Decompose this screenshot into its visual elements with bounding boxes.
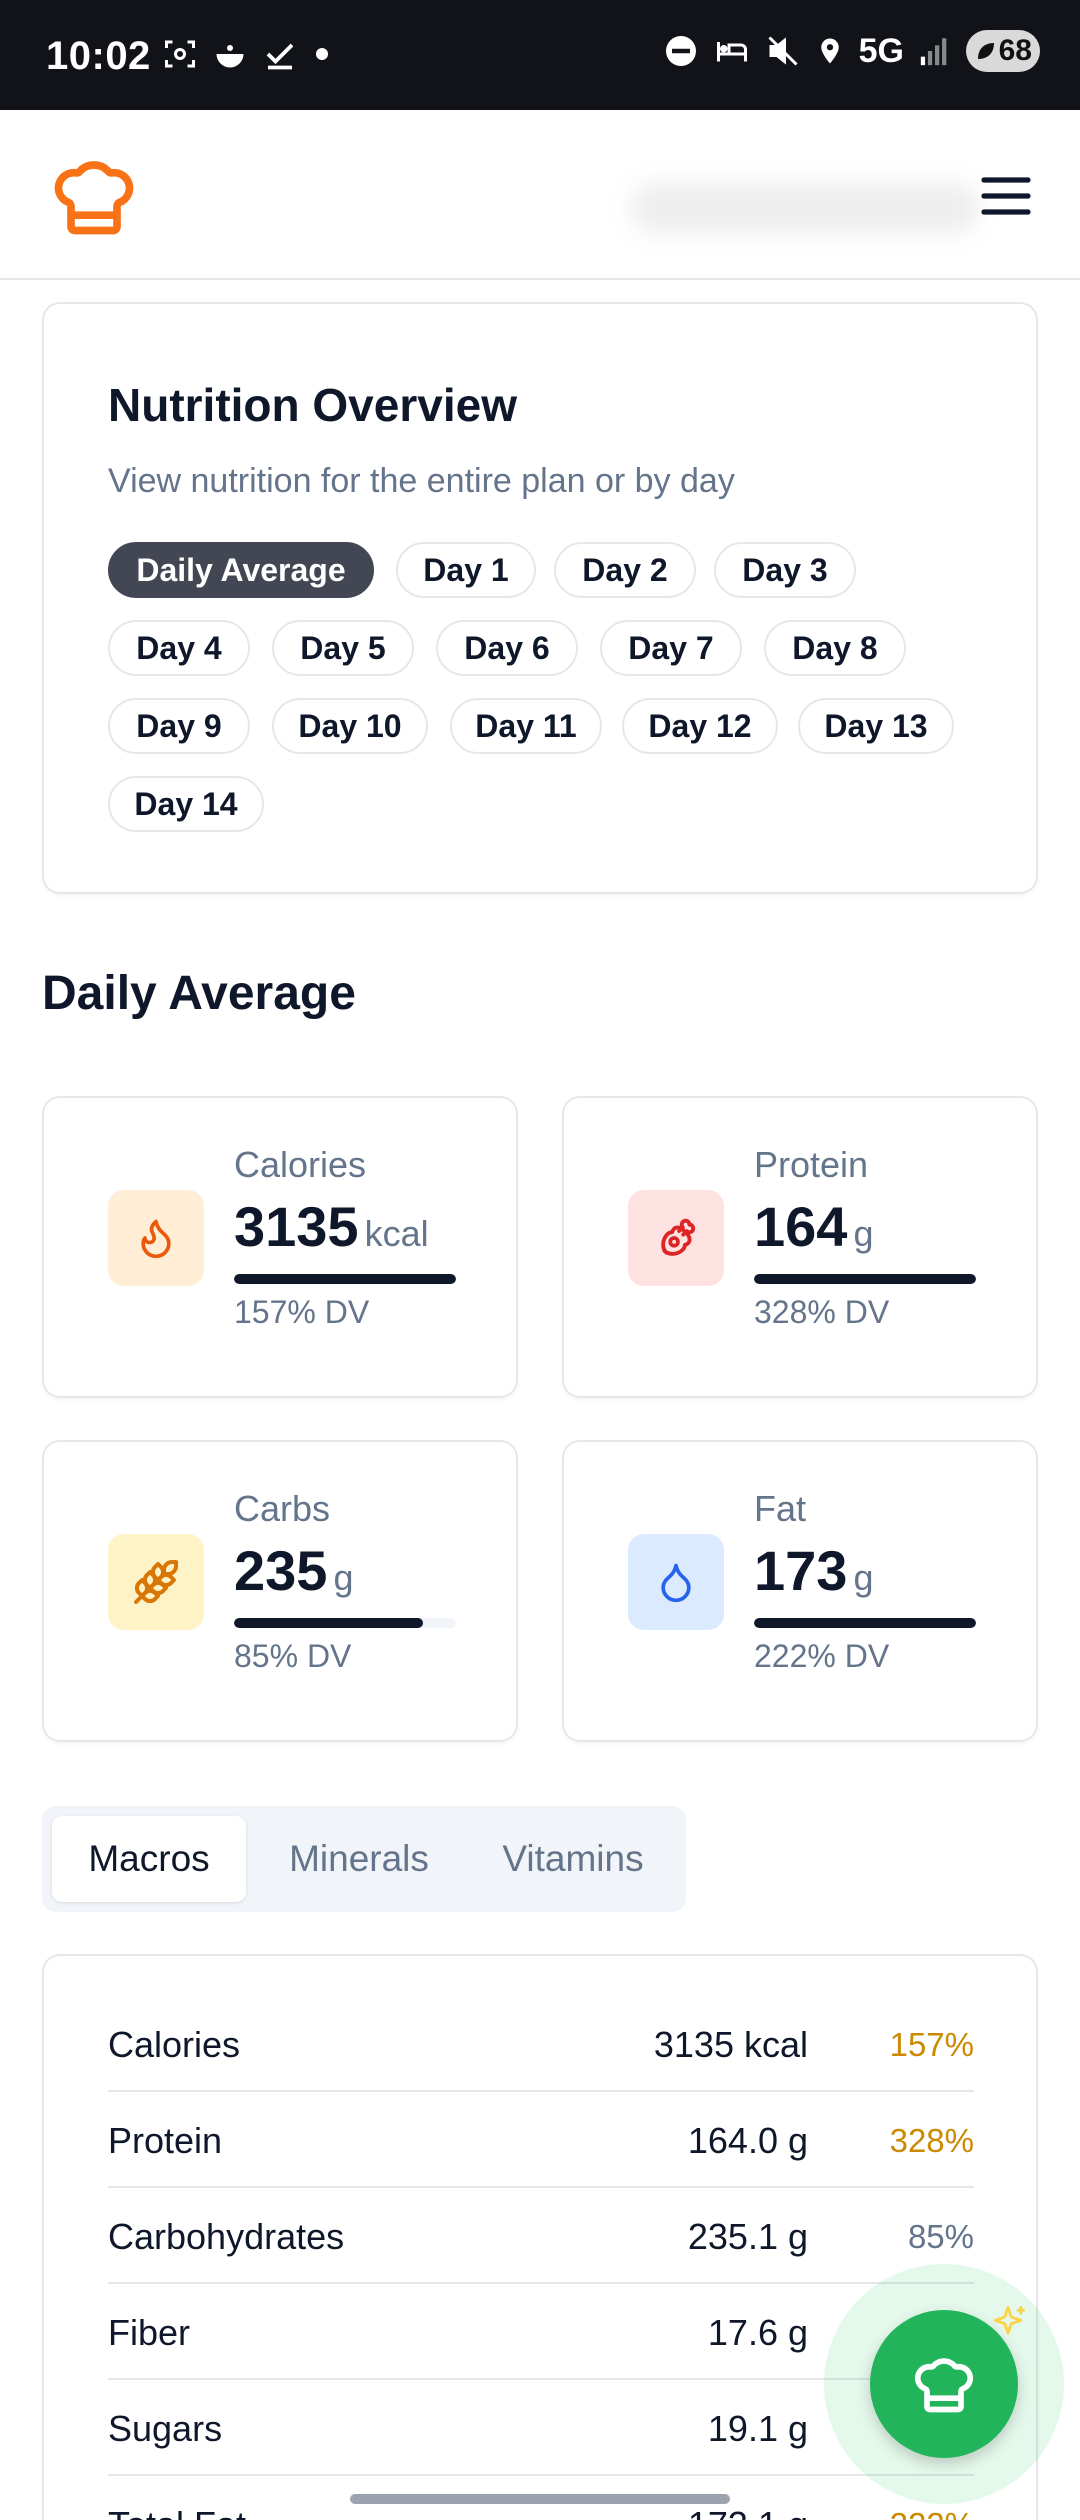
pill-day-7[interactable]: Day 7	[600, 620, 742, 676]
tab-macros[interactable]: Macros	[52, 1816, 246, 1902]
pill-day-3[interactable]: Day 3	[714, 542, 856, 598]
do-not-disturb-icon	[665, 36, 696, 66]
carbs-dv: 85% DV	[234, 1638, 352, 1674]
location-icon	[820, 38, 839, 64]
row-value: 17.6 g	[707, 2312, 808, 2353]
table-row: Protein 164.0 g 328%	[108, 2092, 974, 2188]
fat-label: Fat	[754, 1488, 807, 1529]
pill-day-9[interactable]: Day 9	[108, 698, 250, 754]
carbs-progress-bar	[234, 1618, 456, 1628]
task-done-icon	[266, 43, 294, 70]
sparkle-icon	[993, 2306, 1026, 2335]
protein-value: 164 g	[754, 1195, 874, 1258]
carbs-label: Carbs	[234, 1488, 331, 1529]
calories-dv: 157% DV	[234, 1294, 370, 1330]
flame-icon	[108, 1190, 204, 1286]
row-name: Protein	[108, 2120, 223, 2161]
fat-dv: 222% DV	[754, 1638, 890, 1674]
row-value: 164.0 g	[687, 2120, 808, 2161]
pill-day-5[interactable]: Day 5	[272, 620, 414, 676]
status-system-icons: 5G 68	[663, 30, 1040, 72]
mute-icon	[768, 36, 798, 66]
calories-label: Calories	[234, 1144, 367, 1185]
carbs-value: 235 g	[234, 1539, 354, 1602]
pill-day-12[interactable]: Day 12	[622, 698, 778, 754]
row-percent: 222%	[890, 2506, 974, 2520]
row-name: Fiber	[108, 2312, 191, 2353]
user-account-redacted[interactable]	[630, 182, 980, 234]
status-time: 10:02	[46, 34, 151, 78]
row-name: Calories	[108, 2024, 241, 2065]
pill-day-10[interactable]: Day 10	[272, 698, 428, 754]
fat-card: Fat 173 g 222% DV	[562, 1440, 1038, 1742]
app-header	[0, 110, 1080, 280]
battery-level: 68	[998, 34, 1032, 67]
pill-daily-average[interactable]: Daily Average	[108, 542, 374, 598]
battery-saver-icon	[978, 43, 994, 59]
tab-minerals[interactable]: Minerals	[289, 1838, 429, 1879]
dot-icon	[316, 48, 328, 60]
carbs-card: Carbs 235 g 85% DV	[42, 1440, 518, 1742]
table-row: Calories 3135 kcal 157%	[108, 1996, 974, 2092]
row-value: 173.1 g	[688, 2504, 808, 2520]
pill-day-14[interactable]: Day 14	[108, 776, 264, 832]
overview-subtitle: View nutrition for the entire plan or by…	[108, 462, 735, 500]
row-name: Sugars	[108, 2408, 223, 2449]
protein-card: Protein 164 g 328% DV	[562, 1096, 1038, 1398]
hamburger-menu-icon[interactable]	[978, 172, 1034, 220]
battery-indicator: 68	[966, 30, 1040, 72]
network-type: 5G	[858, 31, 904, 70]
table-row: Sugars 19.1 g	[108, 2380, 974, 2476]
row-percent: 85%	[907, 2218, 974, 2255]
overview-title: Nutrition Overview	[108, 379, 517, 431]
macros-table: Calories 3135 kcal 157% Protein 164.0 g …	[42, 1954, 1038, 2520]
droplet-icon	[628, 1534, 724, 1630]
nutrient-tabs: Macros Minerals Vitamins	[42, 1806, 686, 1912]
row-percent: 157%	[889, 2026, 974, 2063]
home-indicator[interactable]	[350, 2494, 730, 2504]
chef-assistant-button[interactable]	[870, 2310, 1018, 2458]
nutrition-overview-card: Nutrition Overview View nutrition for th…	[42, 302, 1038, 894]
row-value: 3135 kcal	[653, 2024, 808, 2065]
wheat-icon	[108, 1534, 204, 1630]
pill-day-11[interactable]: Day 11	[450, 698, 602, 754]
row-value: 235.1 g	[687, 2216, 808, 2257]
calories-card: Calories 3135 kcal 157% DV	[42, 1096, 518, 1398]
chef-hat-logo-icon[interactable]	[48, 150, 140, 242]
row-name: Carbohydrates	[108, 2216, 345, 2257]
table-row: Total Fat 173.1 g 222%	[108, 2476, 974, 2520]
pill-day-2[interactable]: Day 2	[554, 542, 696, 598]
pill-day-8[interactable]: Day 8	[764, 620, 906, 676]
meat-icon	[628, 1190, 724, 1286]
protein-label: Protein	[754, 1144, 869, 1185]
chef-hat-icon	[914, 2358, 974, 2413]
fat-progress-bar	[754, 1618, 976, 1628]
pill-day-6[interactable]: Day 6	[436, 620, 578, 676]
table-row: Fiber 17.6 g	[108, 2284, 974, 2380]
pill-day-4[interactable]: Day 4	[108, 620, 250, 676]
calories-value: 3135 kcal	[234, 1195, 429, 1258]
section-title: Daily Average	[42, 967, 356, 1020]
status-notification-icons	[162, 36, 332, 72]
screenshot-icon	[165, 40, 195, 68]
row-percent: 328%	[889, 2122, 974, 2159]
food-app-icon	[216, 45, 244, 68]
row-name: Total Fat	[108, 2504, 246, 2520]
protein-dv: 328% DV	[754, 1294, 890, 1330]
signal-icon	[920, 38, 947, 66]
status-bar: 10:02 5G 68	[0, 0, 1080, 110]
row-value: 19.1 g	[707, 2408, 808, 2449]
tab-vitamins[interactable]: Vitamins	[502, 1838, 644, 1879]
calories-progress-bar	[234, 1274, 456, 1284]
table-row: Carbohydrates 235.1 g 85%	[108, 2188, 974, 2284]
protein-progress-bar	[754, 1274, 976, 1284]
fat-value: 173 g	[754, 1539, 874, 1602]
pill-day-1[interactable]: Day 1	[396, 542, 536, 598]
pill-day-13[interactable]: Day 13	[798, 698, 954, 754]
bed-icon	[716, 42, 747, 62]
